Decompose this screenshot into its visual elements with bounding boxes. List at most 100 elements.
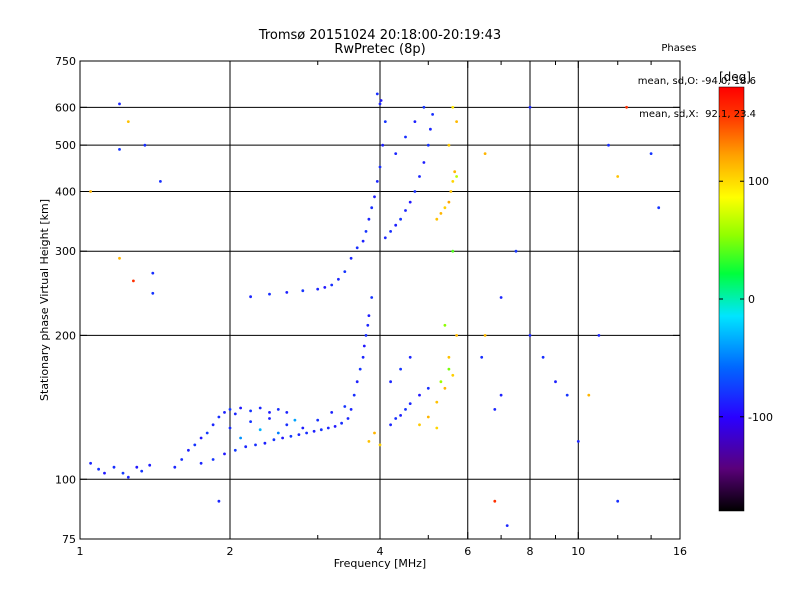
- x-tick-label: 4: [377, 545, 384, 558]
- data-point: [370, 296, 374, 299]
- data-point: [483, 152, 487, 156]
- data-point: [499, 296, 503, 299]
- data-point: [151, 291, 155, 295]
- data-point: [616, 499, 620, 503]
- data-point: [418, 175, 421, 178]
- data-point: [126, 120, 130, 123]
- data-point: [554, 380, 557, 384]
- data-point: [431, 113, 434, 116]
- colorbar: [718, 86, 745, 512]
- data-point: [285, 291, 289, 294]
- data-point: [89, 190, 92, 193]
- data-point: [205, 431, 209, 435]
- data-point: [616, 175, 620, 178]
- data-point: [404, 408, 407, 411]
- data-point: [373, 431, 376, 435]
- data-point: [422, 161, 426, 164]
- data-point: [244, 445, 248, 449]
- data-point: [389, 423, 392, 427]
- data-point: [422, 105, 426, 109]
- data-point: [383, 120, 387, 123]
- data-point: [455, 120, 458, 123]
- data-point: [211, 423, 215, 427]
- y-tick-label: 75: [62, 533, 76, 546]
- data-point: [418, 393, 421, 397]
- data-point: [151, 271, 155, 275]
- data-point: [349, 408, 353, 411]
- y-tick-label: 200: [55, 329, 76, 342]
- data-point: [408, 200, 412, 204]
- plot-grid: [80, 61, 680, 539]
- data-point: [399, 217, 402, 221]
- y-tick-label: 600: [55, 101, 76, 114]
- x-tick-label: 16: [673, 545, 687, 558]
- data-point: [447, 143, 451, 147]
- data-point: [268, 417, 271, 420]
- data-point: [413, 120, 417, 123]
- data-point: [254, 443, 257, 447]
- data-point: [451, 105, 455, 109]
- data-point: [358, 367, 362, 371]
- data-point: [323, 286, 327, 289]
- data-point: [272, 438, 276, 442]
- data-point: [355, 246, 359, 250]
- data-point: [333, 425, 337, 428]
- data-point: [319, 428, 323, 432]
- data-point: [383, 236, 387, 240]
- data-point: [447, 355, 451, 359]
- data-point: [228, 408, 232, 411]
- data-point: [211, 458, 215, 461]
- data-point: [361, 239, 365, 243]
- data-point: [180, 458, 184, 461]
- data-point: [528, 105, 532, 109]
- colorbar-tick-label: 0: [748, 293, 755, 306]
- data-point: [268, 292, 271, 296]
- data-point: [346, 417, 350, 420]
- data-point: [239, 406, 243, 410]
- data-point: [451, 373, 455, 377]
- scatter-points: [89, 92, 661, 527]
- x-tick-label: 6: [464, 545, 471, 558]
- data-point: [316, 418, 320, 422]
- chart-subtitle: RwPretec (8p): [334, 42, 426, 57]
- data-point: [173, 465, 177, 469]
- data-point: [361, 355, 365, 359]
- x-tick-label: 8: [527, 545, 534, 558]
- data-point: [112, 465, 116, 469]
- data-point: [249, 409, 253, 413]
- data-point: [330, 411, 334, 414]
- data-point: [263, 441, 267, 445]
- data-point: [276, 408, 280, 411]
- data-point: [404, 135, 407, 139]
- data-point: [228, 426, 232, 430]
- data-point: [258, 406, 262, 410]
- data-point: [439, 380, 443, 384]
- data-point: [143, 143, 147, 147]
- data-point: [389, 230, 392, 233]
- data-point: [367, 314, 371, 317]
- data-point: [657, 206, 661, 210]
- data-point: [399, 367, 402, 371]
- x-tick-label: 2: [227, 545, 234, 558]
- data-point: [223, 452, 226, 456]
- data-point: [378, 102, 382, 106]
- data-point: [453, 170, 457, 174]
- data-point: [305, 431, 308, 435]
- data-point: [426, 415, 430, 419]
- data-point: [289, 434, 293, 438]
- data-point: [493, 499, 497, 503]
- data-point: [493, 408, 497, 411]
- data-point: [413, 190, 417, 193]
- data-point: [443, 206, 447, 210]
- data-point: [370, 206, 374, 210]
- data-point: [199, 461, 203, 465]
- data-point: [89, 461, 92, 465]
- y-tick-label: 400: [55, 185, 76, 198]
- y-axis-ticks: 75 100 200 300 400 500 600 750: [55, 55, 680, 546]
- data-point: [239, 436, 243, 440]
- data-point: [159, 180, 162, 183]
- data-point: [362, 344, 366, 348]
- colorbar-label: [deg]: [719, 70, 751, 84]
- data-point: [375, 92, 379, 96]
- x-axis-ticks: 1 2 4 6 8 10 16: [77, 61, 687, 558]
